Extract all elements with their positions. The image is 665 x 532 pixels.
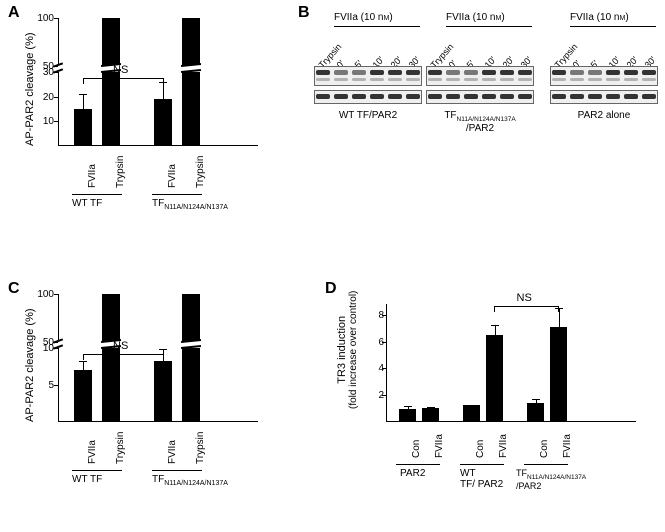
x-tick-label: FVIIa	[434, 434, 445, 458]
panel-b: Trypsin0'5'10'20'30'FVIIa (10 nm)WT TF/P…	[310, 18, 660, 218]
panel-d-label: D	[325, 280, 337, 298]
group-label: PAR2	[400, 468, 425, 479]
y-title-line1: TR3 induction	[336, 291, 348, 409]
y-tick-label: 50	[30, 337, 54, 348]
bar	[486, 335, 503, 422]
panel-c-chart: 51050100FVIIaTrypsinFVIIaTrypsinWT TFTFN…	[58, 294, 268, 422]
x-tick-label: FVIIa	[167, 440, 178, 464]
bar	[154, 99, 172, 146]
x-tick-label: FVIIa	[498, 434, 509, 458]
y-tick-label: 50	[30, 61, 54, 72]
panel-a-chart: 10203050100FVIIaTrypsinFVIIaTrypsinWT TF…	[58, 18, 268, 146]
blot-row	[550, 66, 658, 86]
y-tick-label: 2	[360, 390, 384, 401]
panel-d-plot	[386, 304, 636, 422]
blot-header: FVIIa (10 nm)	[446, 12, 505, 23]
blot-group-label: PAR2 alone	[550, 110, 658, 121]
x-tick-label: Trypsin	[115, 432, 126, 464]
group-label: TFN11A/N124A/N137A	[152, 198, 252, 211]
bar	[182, 18, 200, 66]
panel-c: AP-PAR2 cleavage (%) 51050100FVIIaTrypsi…	[20, 294, 300, 524]
panel-a-label: A	[8, 4, 20, 22]
group-label: TFN11A/N124A/N137A/PAR2	[516, 468, 586, 491]
bar	[399, 409, 416, 422]
panel-a-y-axis-title: AP-PAR2 cleavage (%)	[24, 32, 36, 146]
bar	[527, 403, 544, 422]
blot-header: FVIIa (10 nm)	[334, 12, 393, 23]
panel-c-y-axis-title: AP-PAR2 cleavage (%)	[24, 308, 36, 422]
panel-b-label: B	[298, 4, 310, 22]
ns-label: NS	[113, 64, 128, 76]
y-tick-label: 5	[30, 380, 54, 391]
bar	[182, 348, 200, 422]
panel-c-label: C	[8, 280, 20, 298]
bar	[154, 361, 172, 422]
x-tick-label: FVIIa	[562, 434, 573, 458]
x-tick-label: Con	[411, 440, 422, 458]
panel-a: AP-PAR2 cleavage (%) 10203050100FVIIaTry…	[20, 18, 300, 248]
y-tick-label: 100	[30, 13, 54, 24]
blot-header: FVIIa (10 nm)	[570, 12, 629, 23]
ns-label: NS	[517, 292, 532, 304]
bar	[102, 348, 120, 422]
panel-d: TR3 induction (fold increase over contro…	[338, 294, 658, 528]
bar	[74, 370, 92, 422]
y-tick-label: 4	[360, 363, 384, 374]
bar	[182, 294, 200, 342]
x-tick-label: FVIIa	[87, 440, 98, 464]
blot-row	[426, 66, 534, 86]
blot-row	[314, 66, 422, 86]
ns-label: NS	[113, 340, 128, 352]
x-tick-label: Trypsin	[195, 156, 206, 188]
x-tick-label: FVIIa	[87, 164, 98, 188]
x-tick-label: Con	[539, 440, 550, 458]
panel-a-upper-plot	[58, 18, 258, 66]
x-tick-label: Con	[475, 440, 486, 458]
bar	[74, 109, 92, 146]
y-tick-label: 100	[30, 289, 54, 300]
x-tick-label: Trypsin	[195, 432, 206, 464]
blot-group-label: WT TF/PAR2	[314, 110, 422, 121]
bar	[550, 327, 567, 422]
panel-d-y-axis-title: TR3 induction (fold increase over contro…	[336, 291, 359, 409]
blot-group-label: TFN11A/N124A/N137A/PAR2	[426, 110, 534, 134]
y-title-line2: (fold increase over control)	[348, 291, 359, 409]
group-label: TFN11A/N124A/N137A	[152, 474, 252, 487]
panel-c-upper-plot	[58, 294, 258, 342]
group-label: WTTF/ PAR2	[460, 468, 503, 490]
bar	[102, 294, 120, 342]
y-tick-label: 20	[30, 92, 54, 103]
bar	[102, 72, 120, 146]
x-tick-label: FVIIa	[167, 164, 178, 188]
bar	[102, 18, 120, 66]
x-tick-label: Trypsin	[115, 156, 126, 188]
y-tick-label: 6	[360, 337, 384, 348]
bar	[463, 405, 480, 422]
bar	[422, 408, 439, 422]
y-tick-label: 10	[30, 116, 54, 127]
y-tick-label: 8	[360, 310, 384, 321]
bar	[182, 72, 200, 146]
